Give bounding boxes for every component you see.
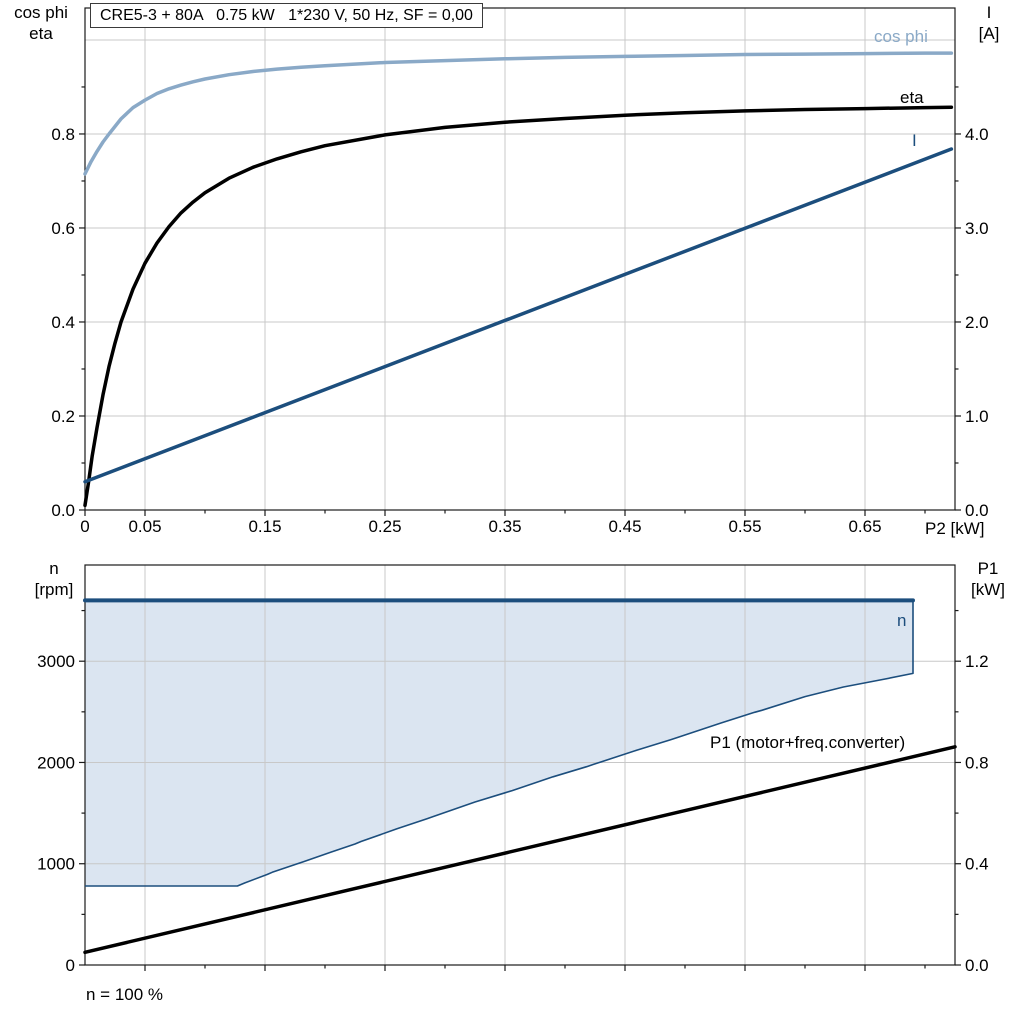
right-tick-label: 0.0 (965, 956, 989, 975)
speed-range-area (85, 600, 913, 886)
plot-border (84, 7, 956, 511)
right-tick-label: 0.8 (965, 753, 989, 772)
x-tick-label: 0.65 (848, 517, 881, 536)
top-right-axis-title-line2: [A] (978, 24, 1000, 43)
speed-footnote: n = 100 % (86, 985, 164, 1004)
left-tick-label: 0.2 (51, 407, 75, 426)
left-tick-label: 0.6 (51, 219, 75, 238)
left-tick-label: 0.4 (51, 313, 75, 332)
left-tick-label: 0.0 (51, 501, 75, 520)
top-left-axis-title: cos phi eta (2, 2, 80, 44)
x-tick-label: 0.35 (488, 517, 521, 536)
left-tick-label: 0.8 (51, 125, 75, 144)
right-tick-label: 2.0 (965, 313, 989, 332)
chart-title: CRE5-3 + 80A 0.75 kW 1*230 V, 50 Hz, SF … (90, 3, 483, 28)
p1-curve-label: P1 (motor+freq.converter) (710, 733, 906, 752)
right-tick-label: 0.0 (965, 501, 989, 520)
right-tick-label: 0.4 (965, 855, 989, 874)
x-tick-label: 0.15 (248, 517, 281, 536)
bottom-left-axis-title-line1: n (49, 559, 59, 578)
cos-phi-curve-label: cos phi (874, 27, 928, 46)
bottom-left-axis-title-line2: [rpm] (34, 580, 74, 599)
bottom-right-axis-title-line2: [kW] (971, 580, 1005, 599)
speed-range-outline (85, 599, 914, 887)
bottom-left-axis-title: n [rpm] (18, 558, 90, 600)
series-p1-motor-freq-converter- (83, 745, 957, 955)
top-left-axis-title-line2: eta (29, 24, 53, 43)
plot-border (84, 564, 956, 966)
x-tick-label: 0.05 (128, 517, 161, 536)
series-i (83, 147, 954, 484)
bottom-right-axis-title-line1: P1 (977, 559, 999, 578)
x-tick-label: 0.25 (368, 517, 401, 536)
x-tick-label: 0 (80, 517, 89, 536)
top-chart-canvas: 0 0.05 0.15 0.25 0.35 0.45 0.55 0.65 0.0 0.2 0.4 0.… (51, 7, 989, 536)
series-eta (83, 105, 954, 508)
series-cos-phi (83, 51, 954, 176)
left-tick-label: 3000 (37, 652, 75, 671)
x-tick-label: 0.55 (728, 517, 761, 536)
current-curve-label: I (912, 131, 917, 150)
right-tick-label: 1.0 (965, 407, 989, 426)
right-tick-label: 3.0 (965, 219, 989, 238)
left-tick-label: 0 (66, 956, 75, 975)
x-axis-title: P2 [kW] (925, 519, 985, 538)
top-right-axis-title: I [A] (958, 2, 1020, 44)
right-tick-label: 1.2 (965, 652, 989, 671)
bottom-chart-canvas: 0 1000 2000 3000 0.0 0.4 0.8 1.2 (37, 564, 989, 975)
x-tick-label: 0.45 (608, 517, 641, 536)
left-tick-label: 2000 (37, 753, 75, 772)
n-curve-label: n (897, 611, 907, 630)
top-right-axis-title-line1: I (986, 3, 992, 22)
right-tick-label: 4.0 (965, 125, 989, 144)
left-tick-label: 1000 (37, 855, 75, 874)
bottom-right-axis-title: P1 [kW] (956, 558, 1020, 600)
eta-curve-label: eta (900, 88, 924, 107)
top-left-axis-title-line1: cos phi (14, 3, 68, 22)
